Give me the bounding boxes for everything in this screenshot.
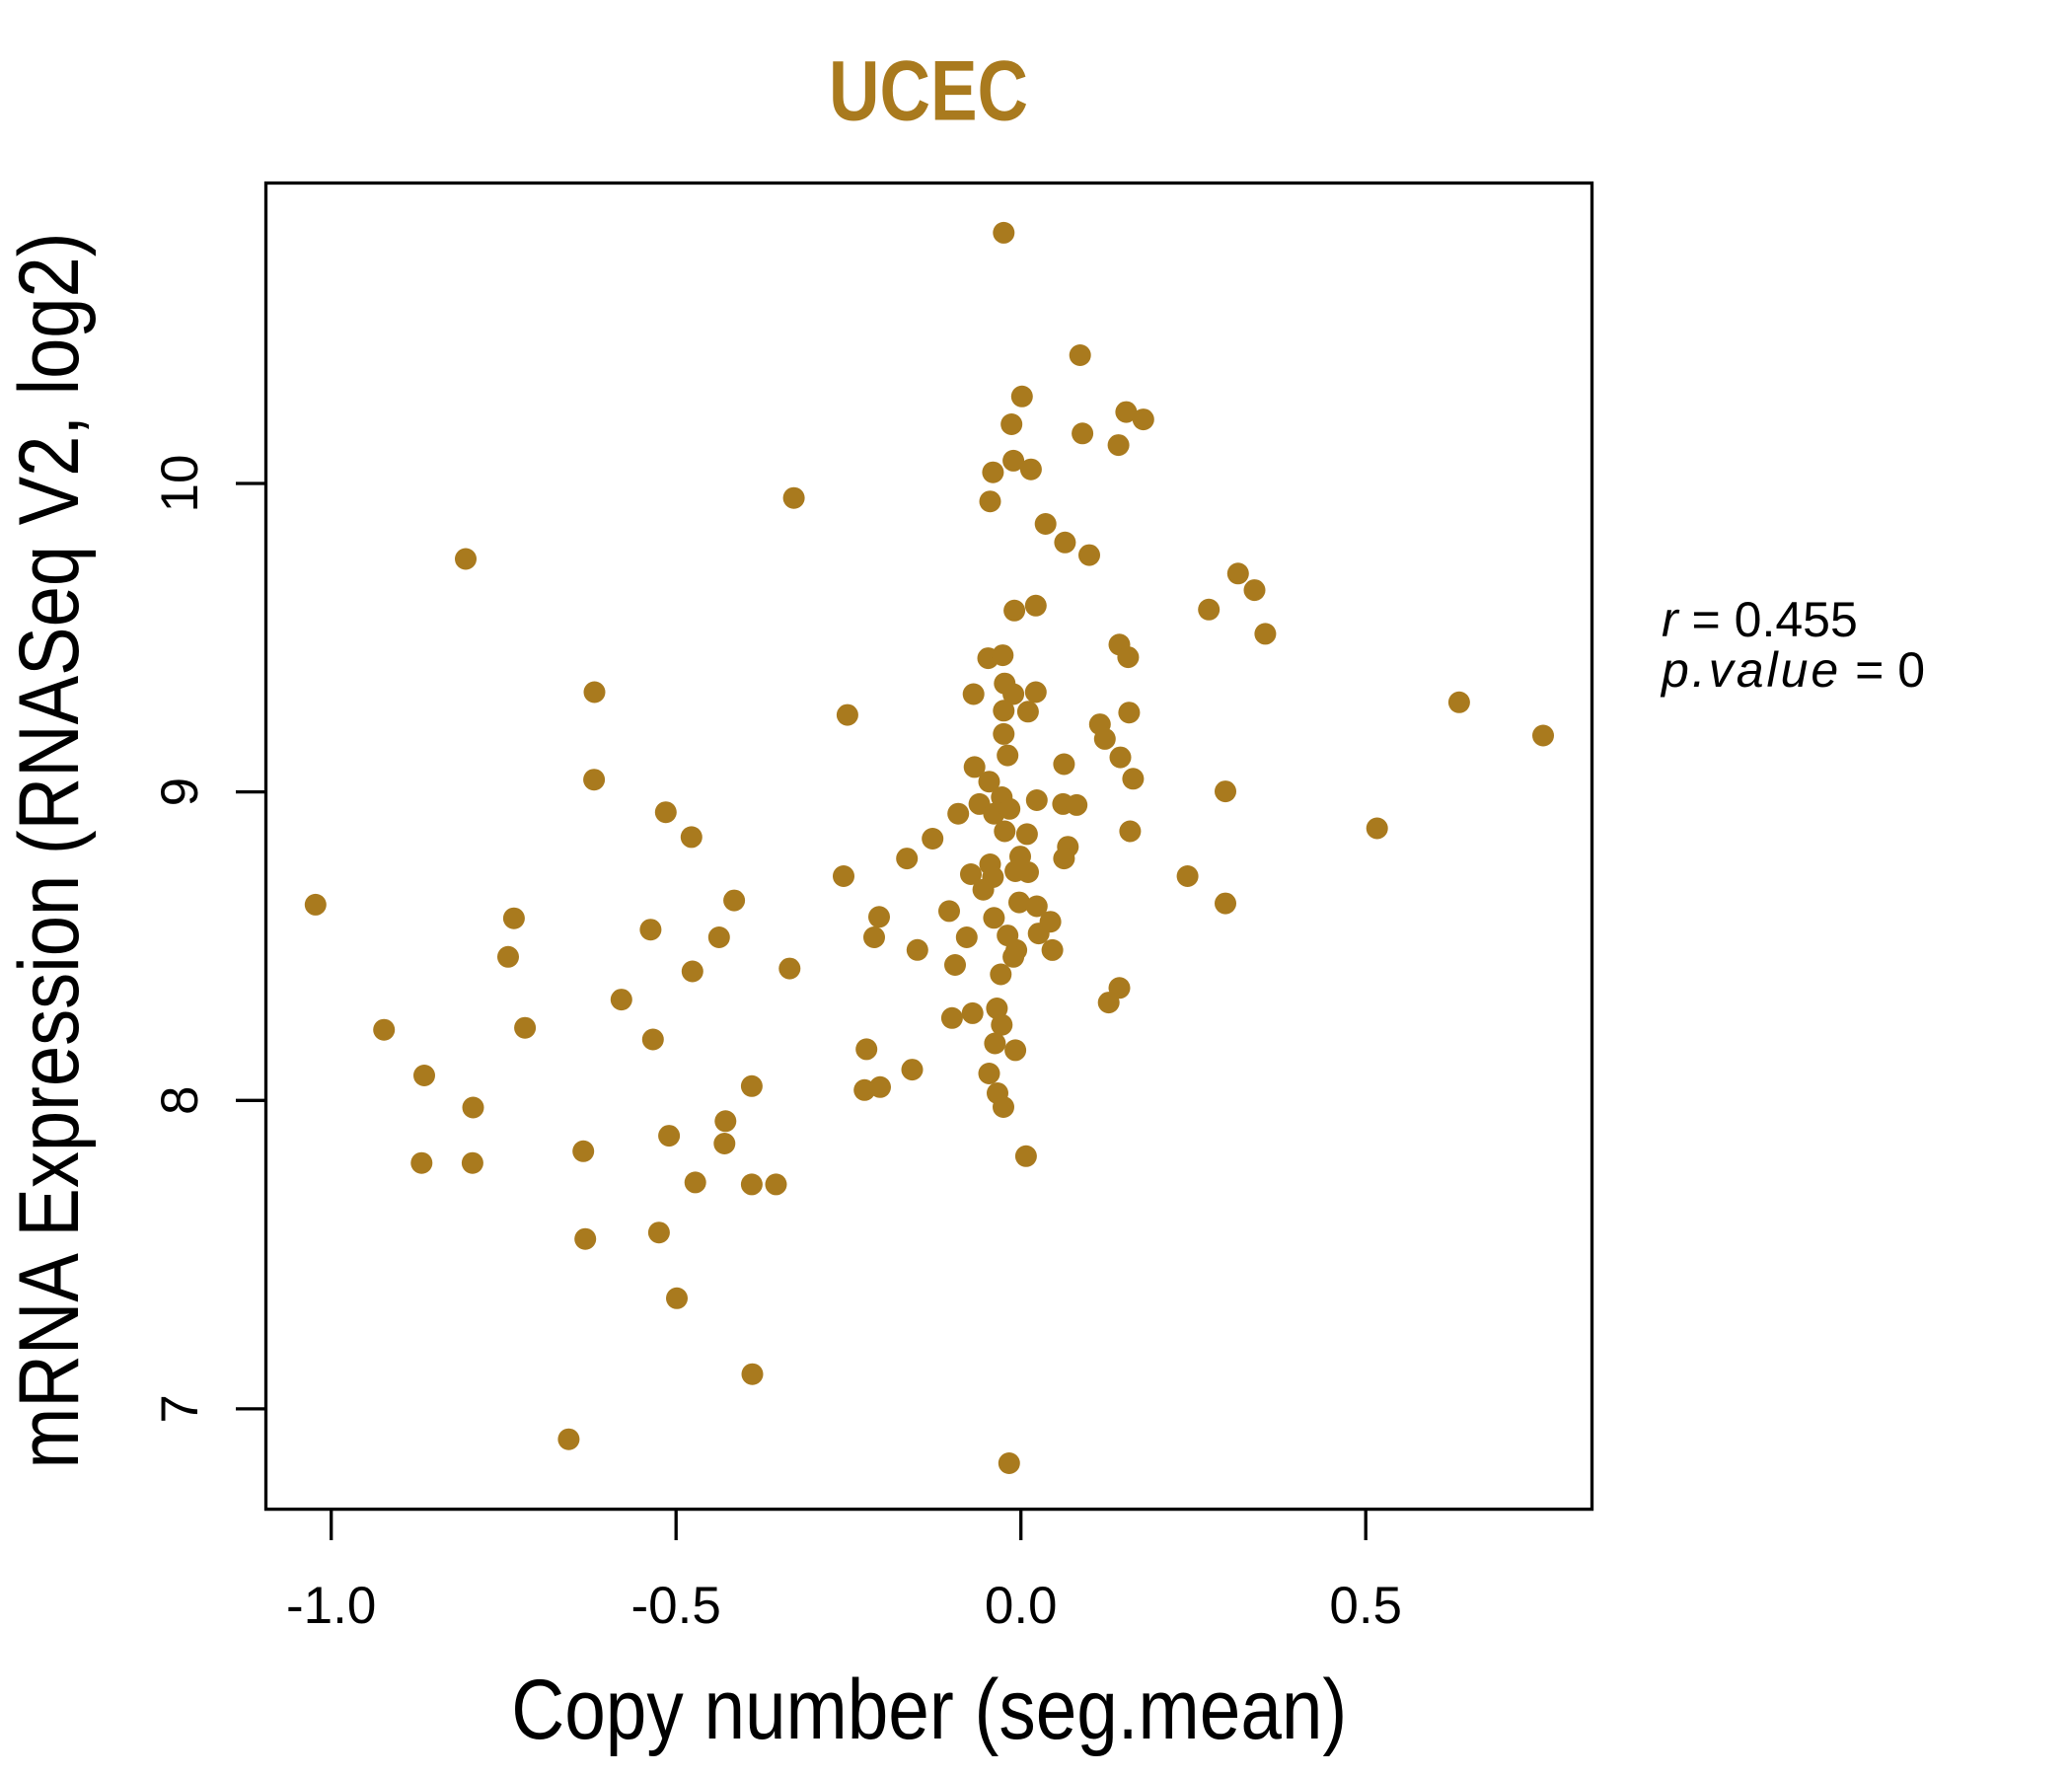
- svg-text:-0.5: -0.5: [631, 1577, 721, 1635]
- svg-text:r = 0.455: r = 0.455: [1662, 592, 1858, 647]
- svg-text:UCEC: UCEC: [829, 44, 1028, 139]
- svg-text:10: 10: [151, 455, 209, 513]
- svg-text:9: 9: [151, 777, 209, 806]
- svg-text:0.0: 0.0: [985, 1577, 1058, 1635]
- svg-text:0.5: 0.5: [1329, 1577, 1402, 1635]
- svg-text:Copy number (seg.mean): Copy number (seg.mean): [511, 1663, 1347, 1757]
- svg-text:mRNA Expression (RNASeq V2, lo: mRNA Expression (RNASeq V2, log2): [2, 233, 97, 1469]
- svg-text:7: 7: [151, 1394, 209, 1423]
- svg-text:p.value = 0: p.value = 0: [1660, 642, 1925, 698]
- svg-text:-1.0: -1.0: [286, 1577, 376, 1635]
- svg-text:8: 8: [151, 1086, 209, 1115]
